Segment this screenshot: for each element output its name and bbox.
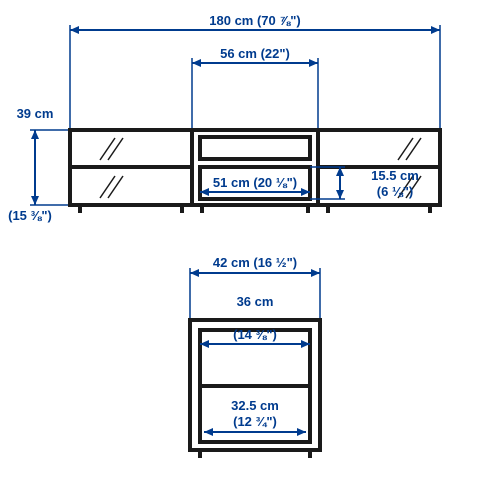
dim-depth-36b: (14 ⅜") <box>233 327 277 342</box>
dimension-diagram: 180 cm (70 ⅞") 56 cm (22") 39 cm (15 ⅜")… <box>0 0 500 500</box>
dim-h155-b: (6 ⅛") <box>377 184 414 199</box>
dim-depth-36a: 36 cm <box>237 294 274 309</box>
dim-w325a: 32.5 cm <box>231 398 279 413</box>
dim-h155-a: 15.5 cm <box>371 168 419 183</box>
dim-height-39-b: (15 ⅜") <box>8 208 52 223</box>
dim-width-56: 56 cm (22") <box>220 46 290 61</box>
dim-width-51: 51 cm (20 ⅛") <box>213 175 297 190</box>
dim-w325b: (12 ¾") <box>233 414 277 429</box>
dim-depth-42: 42 cm (16 ½") <box>213 255 297 270</box>
dim-width-180: 180 cm (70 ⅞") <box>209 13 300 28</box>
dim-height-39-a: 39 cm <box>17 106 54 121</box>
